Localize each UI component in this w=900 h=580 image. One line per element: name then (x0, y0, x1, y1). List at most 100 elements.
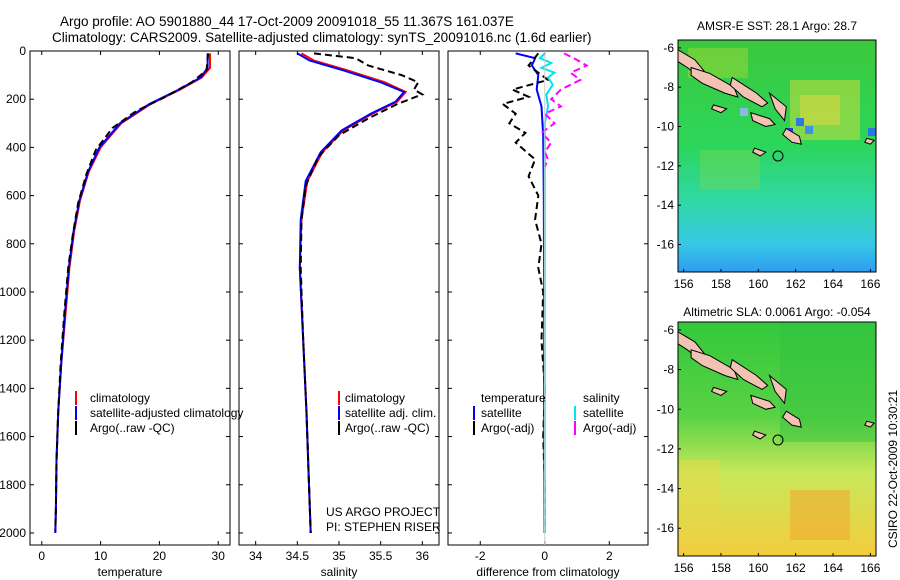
series-line-2-1 (500, 52, 551, 533)
y-tick-label: 400 (6, 140, 26, 154)
island-land (781, 410, 802, 428)
x-tick-label: 34.5 (286, 549, 310, 563)
x-tick-label: -2 (475, 549, 486, 563)
y-tick-label: 1200 (0, 333, 26, 347)
figure-title-line1: Argo profile: AO 5901880_44 17-Oct-2009 … (60, 14, 514, 29)
x-tick-label: 0 (541, 549, 548, 563)
map-x-tick-label: 166 (860, 561, 880, 575)
argo-float-marker (772, 150, 784, 162)
figure-title-line2: Climatology: CARS2009. Satellite-adjuste… (52, 30, 592, 45)
map-y-tick-label: -14 (657, 198, 675, 212)
map-y-tick-label: -14 (657, 482, 675, 496)
legend-satellite-adj: satellite adj. clim. (345, 406, 436, 420)
difference-legend: temperature satellite Argo(-adj) salinit… (473, 391, 636, 435)
y-tick-label: 2000 (0, 526, 26, 540)
map-x-tick-label: 160 (748, 277, 768, 291)
map-x-tick-label: 162 (786, 561, 806, 575)
map-x-tick-label: 158 (711, 561, 731, 575)
y-tick-label: 200 (6, 92, 26, 106)
difference-xlabel: difference from climatology (476, 565, 619, 579)
x-tick-label: 2 (606, 549, 613, 563)
argo-float-marker (772, 434, 784, 446)
x-tick-label: 20 (153, 549, 167, 563)
map-y-tick-label: -6 (663, 41, 674, 55)
series-line-1-0 (298, 52, 408, 534)
island-land (729, 358, 769, 390)
map-y-tick-label: -12 (657, 159, 675, 173)
y-tick-label: 1400 (0, 381, 26, 395)
series-line-0-2 (54, 53, 210, 531)
series-line-2-0 (515, 52, 546, 534)
island-land (768, 373, 787, 405)
island-land (752, 430, 767, 440)
island-land (750, 111, 777, 128)
sla-map (678, 322, 876, 556)
island-land (864, 137, 876, 145)
map-x-tick-label: 156 (674, 277, 694, 291)
island-land (781, 127, 802, 145)
map-y-tick-label: -10 (657, 402, 675, 416)
legend-argo: Argo(..raw -QC) (90, 421, 175, 435)
map-y-tick-label: -6 (663, 323, 674, 337)
map-y-tick-label: -16 (657, 521, 675, 535)
legend-climatology: climatology (345, 391, 405, 405)
salinity-legend: climatology satellite adj. clim. Argo(..… (326, 391, 441, 534)
legend-climatology: climatology (90, 391, 150, 405)
axes-ticks: 0 10 20 30020040060080010001200140016001800… (0, 44, 648, 563)
legend-temp-satellite: satellite (481, 406, 522, 420)
map-y-tick-label: -16 (657, 237, 675, 251)
x-tick-label: 35 (332, 549, 346, 563)
map-x-tick-label: 164 (823, 277, 843, 291)
map-x-tick-label: 162 (786, 277, 806, 291)
legend-sal-satellite: satellite (583, 406, 624, 420)
island-land (710, 104, 728, 114)
series-line-1-1 (296, 52, 406, 534)
map-x-tick-label: 156 (674, 561, 694, 575)
x-tick-label: 30 (212, 549, 226, 563)
temperature-plot-frame (29, 50, 231, 546)
x-tick-label: 0 (38, 549, 45, 563)
legend-argo: Argo(..raw -QC) (345, 421, 430, 435)
sst-map-title: AMSR-E SST: 28.1 Argo: 28.7 (697, 19, 857, 33)
map-y-tick-label: -8 (663, 363, 674, 377)
series-line-2-3 (539, 52, 589, 168)
map-x-tick-label: 160 (748, 561, 768, 575)
series-line-0-0 (54, 53, 211, 534)
y-tick-label: 1000 (0, 285, 26, 299)
map-x-tick-label: 158 (711, 277, 731, 291)
temperature-lines (54, 53, 211, 534)
x-tick-label: 36 (416, 549, 430, 563)
map-y-tick-label: -10 (657, 120, 675, 134)
y-tick-label: 600 (6, 189, 26, 203)
temperature-xlabel: temperature (98, 565, 163, 579)
island-land (729, 76, 769, 108)
y-tick-label: 0 (19, 44, 26, 58)
sla-map-title: Altimetric SLA: 0.0061 Argo: -0.054 (683, 305, 871, 319)
map-x-tick-label: 164 (823, 561, 843, 575)
y-tick-label: 1800 (0, 478, 26, 492)
series-line-1-2 (299, 52, 425, 534)
island-land (710, 386, 728, 396)
series-line-0-1 (54, 53, 209, 534)
island-land (752, 147, 767, 157)
legend-salinity-header: salinity (583, 391, 620, 405)
temperature-legend: climatology satellite-adjusted climatolo… (75, 391, 243, 435)
x-tick-label: 10 (94, 549, 108, 563)
legend-temperature-header: temperature (481, 391, 546, 405)
map-y-tick-label: -8 (663, 80, 674, 94)
x-tick-label: 34 (249, 549, 263, 563)
map-y-tick-label: -12 (657, 442, 675, 456)
difference-plot-frame (447, 50, 649, 546)
salinity-plot-frame (238, 50, 440, 546)
salinity-xlabel: salinity (321, 565, 358, 579)
x-tick-label: 35.5 (369, 549, 393, 563)
legend-satellite-adjusted: satellite-adjusted climatology (90, 406, 243, 420)
island-land (768, 91, 787, 122)
y-tick-label: 800 (6, 237, 26, 251)
y-tick-label: 1600 (0, 430, 26, 444)
legend-sal-argo: Argo(-adj) (583, 421, 636, 435)
island-land (690, 349, 739, 381)
legend-temp-argo: Argo(-adj) (481, 421, 534, 435)
island-land (690, 66, 739, 98)
island-land (864, 420, 876, 428)
